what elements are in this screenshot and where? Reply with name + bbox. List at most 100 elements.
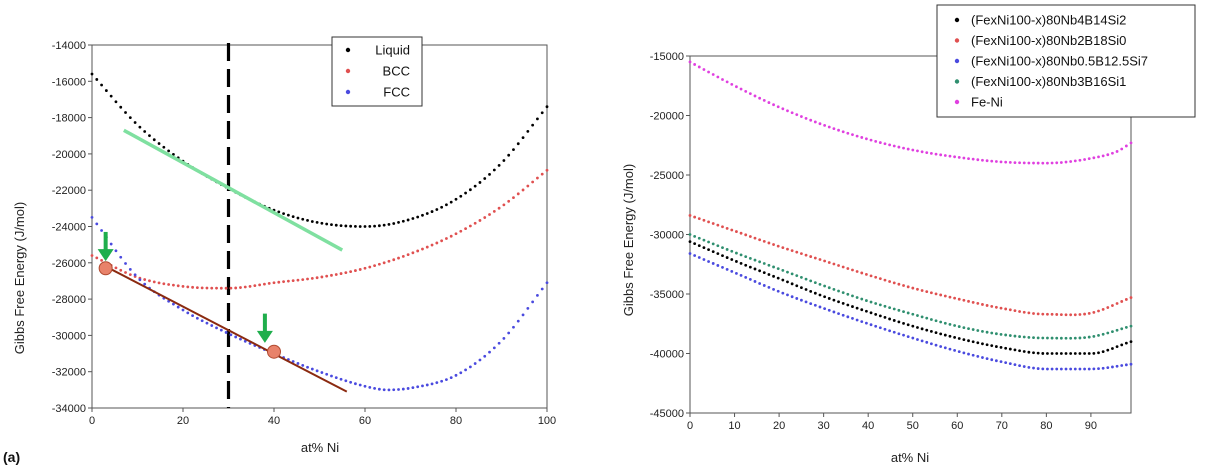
- chart-b-series-point: [1083, 158, 1086, 161]
- chart-b-series-point: [1064, 160, 1068, 164]
- chart-b-series-point: [967, 327, 970, 330]
- chart-a-y-tick-label: -30000: [52, 330, 86, 342]
- chart-b-series-point: [1046, 312, 1049, 316]
- chart-b-series-point: [716, 252, 720, 256]
- chart-b-series-point: [911, 286, 915, 290]
- chart-b-series-point: [999, 160, 1003, 164]
- chart-b-series-point: [827, 261, 831, 264]
- chart-b-series-point: [934, 343, 938, 347]
- chart-b-series-point: [813, 303, 817, 307]
- chart-b-series-point: [841, 302, 845, 305]
- chart-a-series-point: [526, 184, 530, 188]
- chart-b-series-point: [1022, 365, 1026, 368]
- chart-b-series-point: [790, 272, 794, 276]
- chart-b-series-point: [1046, 336, 1049, 340]
- chart-b-series-point: [869, 274, 873, 278]
- chart-a-series-point: [459, 229, 463, 233]
- chart-a-series-point: [488, 172, 491, 176]
- chart-a-series-point: [454, 197, 458, 201]
- chart-b-series-point: [1046, 352, 1049, 355]
- chart-b-series-point: [846, 267, 850, 270]
- chart-a-series-point: [148, 134, 151, 138]
- chart-b-series-point: [1008, 160, 1012, 164]
- chart-a-series-point: [401, 387, 405, 391]
- chart-b-series-point: [1050, 352, 1054, 355]
- chart-b-series-point: [916, 326, 919, 329]
- chart-b-y-tick-label: -15000: [650, 51, 684, 63]
- chart-b-series-point: [911, 312, 915, 316]
- chart-a-series-point: [368, 265, 372, 269]
- chart-a-series-point: [229, 333, 233, 337]
- chart-b-series-point: [804, 253, 808, 257]
- chart-b-series-point: [916, 314, 919, 317]
- chart-b-series-point: [818, 305, 822, 309]
- chart-a-legend-label: FCC: [383, 85, 410, 100]
- chart-b-series-point: [693, 63, 697, 66]
- chart-b-series-point: [1106, 306, 1110, 309]
- chart-b-series-point: [772, 103, 775, 107]
- chart-a-x-tick-label: 20: [177, 415, 189, 427]
- chart-b-series-point: [1032, 336, 1035, 340]
- chart-a-series-point: [243, 285, 247, 289]
- chart-a-y-tick-label: -18000: [52, 113, 86, 125]
- chart-a-series-point: [138, 125, 142, 129]
- chart-a-series-point: [516, 142, 520, 146]
- chart-b-series-point: [837, 128, 840, 132]
- chart-b-series-point: [1069, 352, 1073, 355]
- chart-b-series-point: [781, 246, 785, 250]
- chart-b-series-point: [748, 92, 752, 96]
- chart-a-series-point: [502, 203, 506, 207]
- chart-b-series-point: [851, 133, 854, 137]
- chart-b-series-point: [1087, 352, 1091, 355]
- chart-b-series-point: [832, 127, 836, 131]
- chart-b-series-point: [883, 142, 887, 146]
- chart-a-series-point: [172, 152, 175, 156]
- chart-b-y-tick-label: -30000: [650, 230, 684, 242]
- chart-b-series-point: [1073, 159, 1077, 163]
- chart-b-series-point: [1092, 367, 1096, 371]
- chart-b-series-point: [934, 152, 938, 156]
- chart-a-series-point: [488, 213, 491, 216]
- chart-a-series-point: [516, 192, 520, 196]
- chart-b-series-point: [962, 326, 966, 329]
- chart-a-series-point: [536, 176, 539, 180]
- chart-b-series-point: [967, 157, 970, 161]
- chart-a-series-point: [401, 219, 405, 223]
- chart-b-series-point: [1059, 313, 1063, 317]
- chart-b-series-point: [962, 156, 966, 160]
- chart-b-series-point: [795, 113, 799, 117]
- chart-a-series-point: [507, 199, 511, 203]
- chart-a-series-point: [507, 331, 511, 335]
- chart-a-series-point: [440, 205, 444, 209]
- chart-b-series-point: [990, 358, 994, 362]
- chart-b-series-point: [1050, 367, 1054, 371]
- chart-b-series-point: [841, 313, 845, 317]
- chart-b-series-point: [860, 308, 864, 312]
- chart-a-series-point: [100, 83, 103, 87]
- chart-a-y-tick-label: -20000: [52, 149, 86, 161]
- chart-a-x-tick-label: 0: [89, 415, 95, 427]
- chart-b-series-point: [735, 85, 738, 89]
- chart-b-series-point: [1097, 351, 1100, 355]
- chart-a-series-point: [162, 282, 166, 286]
- chart-a-series-point: [440, 239, 444, 243]
- chart-b-series-point: [823, 284, 827, 288]
- chart-a-series-point: [277, 280, 281, 284]
- chart-a-series-point: [349, 380, 353, 384]
- chart-a-series-point: [449, 200, 453, 204]
- chart-b-series-point: [1064, 367, 1068, 371]
- chart-b-series-point: [869, 323, 873, 327]
- chart-b-series-point: [953, 296, 956, 300]
- chart-b-series-point: [1069, 336, 1073, 340]
- chart-b-series-point: [809, 289, 813, 293]
- chart-b-series-point: [846, 315, 850, 319]
- chart-b-series-point: [1073, 367, 1077, 371]
- chart-a-series-point: [263, 282, 266, 286]
- chart-a-series-point: [186, 285, 190, 289]
- chart-b-series-point: [688, 252, 692, 255]
- chart-b-y-tick-label: -35000: [650, 289, 684, 301]
- chart-b-series-point: [1120, 300, 1124, 303]
- chart-b-series-point: [1124, 326, 1128, 329]
- chart-b-series-point: [786, 293, 789, 297]
- chart-a-series-point: [128, 116, 132, 120]
